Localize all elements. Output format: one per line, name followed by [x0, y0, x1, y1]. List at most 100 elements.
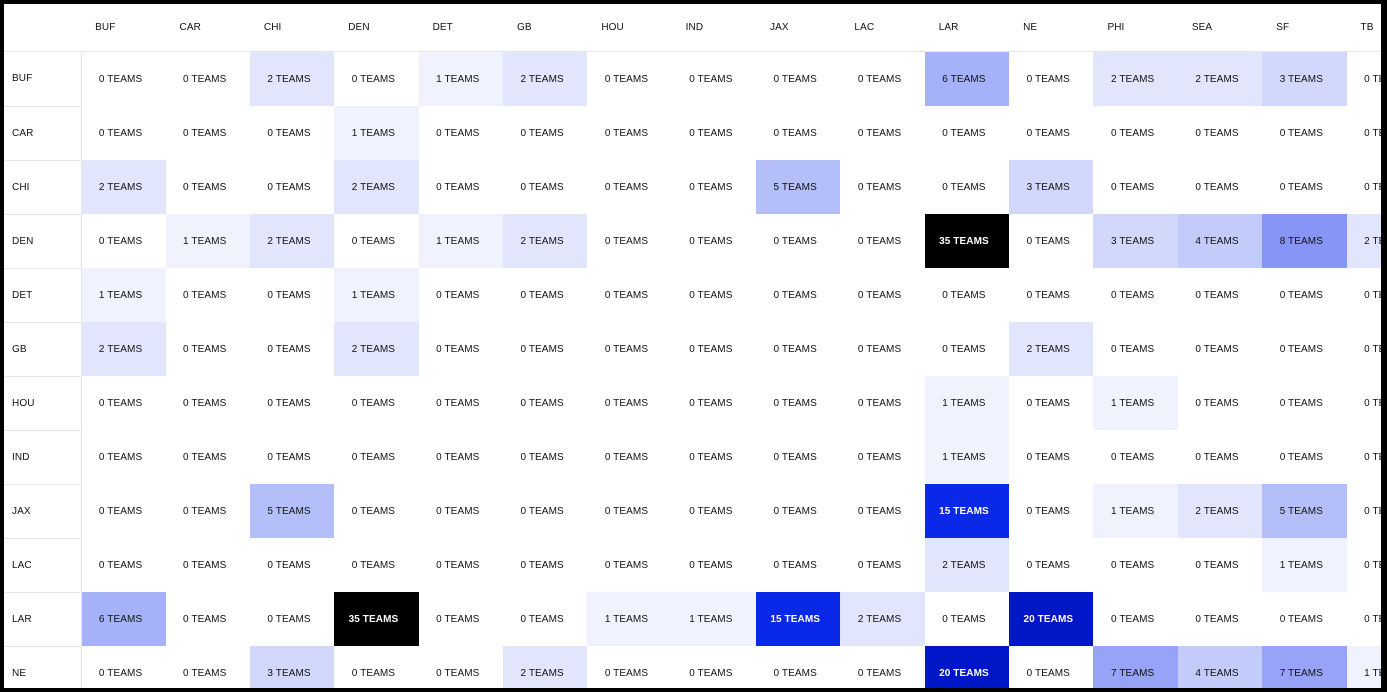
heatmap-cell-det-sf: 0 TEAMS	[1262, 268, 1347, 322]
heatmap-cell-label: 0 TEAMS	[1279, 343, 1324, 355]
heatmap-cell-ind-sea: 0 TEAMS	[1177, 430, 1263, 484]
heatmap-cell-label: 0 TEAMS	[98, 667, 143, 679]
heatmap-cell-label: 0 TEAMS	[183, 667, 227, 679]
heatmap-cell-label: 0 TEAMS	[942, 613, 986, 625]
heatmap-cell-label: 7 TEAMS	[1110, 667, 1155, 679]
heatmap-cell-car-hou: 0 TEAMS	[587, 106, 672, 160]
heatmap-cell-gb-lar: 0 TEAMS	[924, 322, 1010, 376]
heatmap-cell-jax-car: 0 TEAMS	[165, 484, 250, 538]
heatmap-cell-label: 0 TEAMS	[857, 667, 902, 679]
heatmap-cell-label: 20 TEAMS	[939, 667, 989, 679]
heatmap-cell-gb-phi: 0 TEAMS	[1093, 322, 1178, 376]
heatmap-cell-label: 0 TEAMS	[98, 127, 143, 139]
heatmap-cell-label: 0 TEAMS	[436, 451, 480, 463]
heatmap-cell-label: 1 TEAMS	[1279, 559, 1324, 571]
heatmap-cell-buf-lac: 0 TEAMS	[840, 51, 925, 106]
heatmap-cell-label: 0 TEAMS	[436, 397, 480, 409]
heatmap-cell-label: 1 TEAMS	[436, 235, 480, 247]
heatmap-cell-chi-sea: 0 TEAMS	[1177, 160, 1263, 214]
heatmap-cell-label: 0 TEAMS	[689, 451, 733, 463]
heatmap-cell-lar-tb: 0 TEAMS	[1346, 592, 1381, 646]
heatmap-cell-ind-sf: 0 TEAMS	[1262, 430, 1347, 484]
heatmap-cell-label: 1 TEAMS	[1110, 505, 1155, 517]
column-header-gb: GB	[502, 4, 588, 52]
heatmap-cell-lar-buf: 6 TEAMS	[81, 592, 166, 646]
heatmap-cell-ind-phi: 0 TEAMS	[1093, 430, 1178, 484]
heatmap-cell-lar-gb: 0 TEAMS	[502, 592, 588, 646]
heatmap-cell-det-sea: 0 TEAMS	[1177, 268, 1263, 322]
column-header-hou: HOU	[587, 4, 672, 52]
heatmap-cell-label: 0 TEAMS	[1026, 235, 1070, 247]
heatmap-cell-label: 0 TEAMS	[1110, 181, 1155, 193]
heatmap-cell-label: 0 TEAMS	[1195, 343, 1239, 355]
heatmap-cell-label: 5 TEAMS	[1279, 505, 1324, 517]
heatmap-cell-label: 35 TEAMS	[348, 613, 399, 625]
heatmap-cell-jax-lac: 0 TEAMS	[840, 484, 925, 538]
heatmap-cell-ind-gb: 0 TEAMS	[502, 430, 588, 484]
heatmap-cell-den-lar: 35 TEAMS	[924, 214, 1010, 268]
matrix-row-gb: GB 2 TEAMS 0 TEAMS 0 TEAMS 2 TEAMS 0 TEAMS 0 T…	[4, 322, 1381, 377]
heatmap-cell-label: 0 TEAMS	[267, 289, 311, 301]
heatmap-cell-jax-hou: 0 TEAMS	[587, 484, 672, 538]
heatmap-cell-ind-den: 0 TEAMS	[334, 430, 419, 484]
heatmap-cell-label: 6 TEAMS	[98, 613, 143, 625]
heatmap-cell-car-buf: 0 TEAMS	[81, 106, 166, 160]
heatmap-cell-label: 2 TEAMS	[520, 73, 564, 85]
heatmap-cell-jax-phi: 1 TEAMS	[1093, 484, 1178, 538]
heatmap-cell-label: 0 TEAMS	[98, 505, 143, 517]
heatmap-cell-ind-hou: 0 TEAMS	[587, 430, 672, 484]
heatmap-cell-lac-hou: 0 TEAMS	[587, 538, 672, 592]
column-header-chi: CHI	[249, 4, 335, 52]
heatmap-cell-jax-tb: 0 TEAMS	[1346, 484, 1381, 538]
heatmap-cell-label: 0 TEAMS	[1279, 289, 1324, 301]
heatmap-cell-label: 0 TEAMS	[1026, 667, 1070, 679]
heatmap-cell-lac-ind: 0 TEAMS	[671, 538, 757, 592]
heatmap-cell-label: 0 TEAMS	[351, 667, 396, 679]
heatmap-cell-hou-jax: 0 TEAMS	[756, 376, 841, 430]
heatmap-cell-ind-jax: 0 TEAMS	[756, 430, 841, 484]
heatmap-cell-lar-car: 0 TEAMS	[165, 592, 250, 646]
heatmap-cell-label: 0 TEAMS	[183, 451, 227, 463]
heatmap-cell-label: 0 TEAMS	[1110, 127, 1155, 139]
heatmap-cell-ne-den: 0 TEAMS	[334, 646, 419, 688]
heatmap-cell-label: 0 TEAMS	[98, 397, 143, 409]
heatmap-cell-label: 0 TEAMS	[1026, 73, 1070, 85]
heatmap-cell-jax-ne: 0 TEAMS	[1009, 484, 1094, 538]
row-header-jax: JAX	[4, 484, 82, 539]
heatmap-cell-label: 1 TEAMS	[942, 397, 986, 409]
heatmap-cell-label: 0 TEAMS	[689, 505, 733, 517]
heatmap-cell-lac-sf: 1 TEAMS	[1262, 538, 1347, 592]
heatmap-cell-label: 0 TEAMS	[183, 289, 227, 301]
heatmap-cell-label: 0 TEAMS	[604, 397, 649, 409]
heatmap-cell-label: 5 TEAMS	[773, 181, 817, 193]
heatmap-cell-lac-ne: 0 TEAMS	[1009, 538, 1094, 592]
heatmap-cell-label: 2 TEAMS	[98, 181, 143, 193]
heatmap-cell-label: 0 TEAMS	[1110, 559, 1155, 571]
heatmap-cell-lac-buf: 0 TEAMS	[81, 538, 166, 592]
heatmap-cell-lac-lar: 2 TEAMS	[924, 538, 1010, 592]
heatmap-cell-label: 0 TEAMS	[267, 559, 311, 571]
column-header-car: CAR	[165, 4, 250, 52]
matrix-row-hou: HOU 0 TEAMS 0 TEAMS 0 TEAMS 0 TEAMS 0 TEAMS 0 …	[4, 376, 1381, 431]
heatmap-cell-den-chi: 2 TEAMS	[249, 214, 335, 268]
heatmap-cell-label: 0 TEAMS	[183, 397, 227, 409]
row-header-den: DEN	[4, 214, 82, 269]
matrix-row-buf: BUF 0 TEAMS 0 TEAMS 2 TEAMS 0 TEAMS 1 TEAMS 2 …	[4, 51, 1381, 107]
heatmap-cell-label: 2 TEAMS	[267, 73, 311, 85]
heatmap-cell-label: 0 TEAMS	[942, 127, 986, 139]
heatmap-cell-label: 3 TEAMS	[1279, 73, 1324, 85]
heatmap-cell-gb-tb: 0 TEAMS	[1346, 322, 1381, 376]
heatmap-cell-lac-den: 0 TEAMS	[334, 538, 419, 592]
heatmap-cell-lar-ne: 20 TEAMS	[1009, 592, 1094, 646]
heatmap-cell-chi-lac: 0 TEAMS	[840, 160, 925, 214]
heatmap-cell-chi-jax: 5 TEAMS	[756, 160, 841, 214]
row-header-buf: BUF	[4, 51, 82, 107]
heatmap-cell-label: 1 TEAMS	[351, 289, 396, 301]
heatmap-cell-label: 0 TEAMS	[1195, 289, 1239, 301]
heatmap-cell-chi-phi: 0 TEAMS	[1093, 160, 1178, 214]
heatmap-cell-label: 0 TEAMS	[520, 451, 564, 463]
heatmap-cell-label: 0 TEAMS	[1364, 559, 1381, 571]
column-header-buf: BUF	[81, 4, 166, 52]
heatmap-cell-chi-hou: 0 TEAMS	[587, 160, 672, 214]
heatmap-cell-buf-chi: 2 TEAMS	[249, 51, 335, 106]
